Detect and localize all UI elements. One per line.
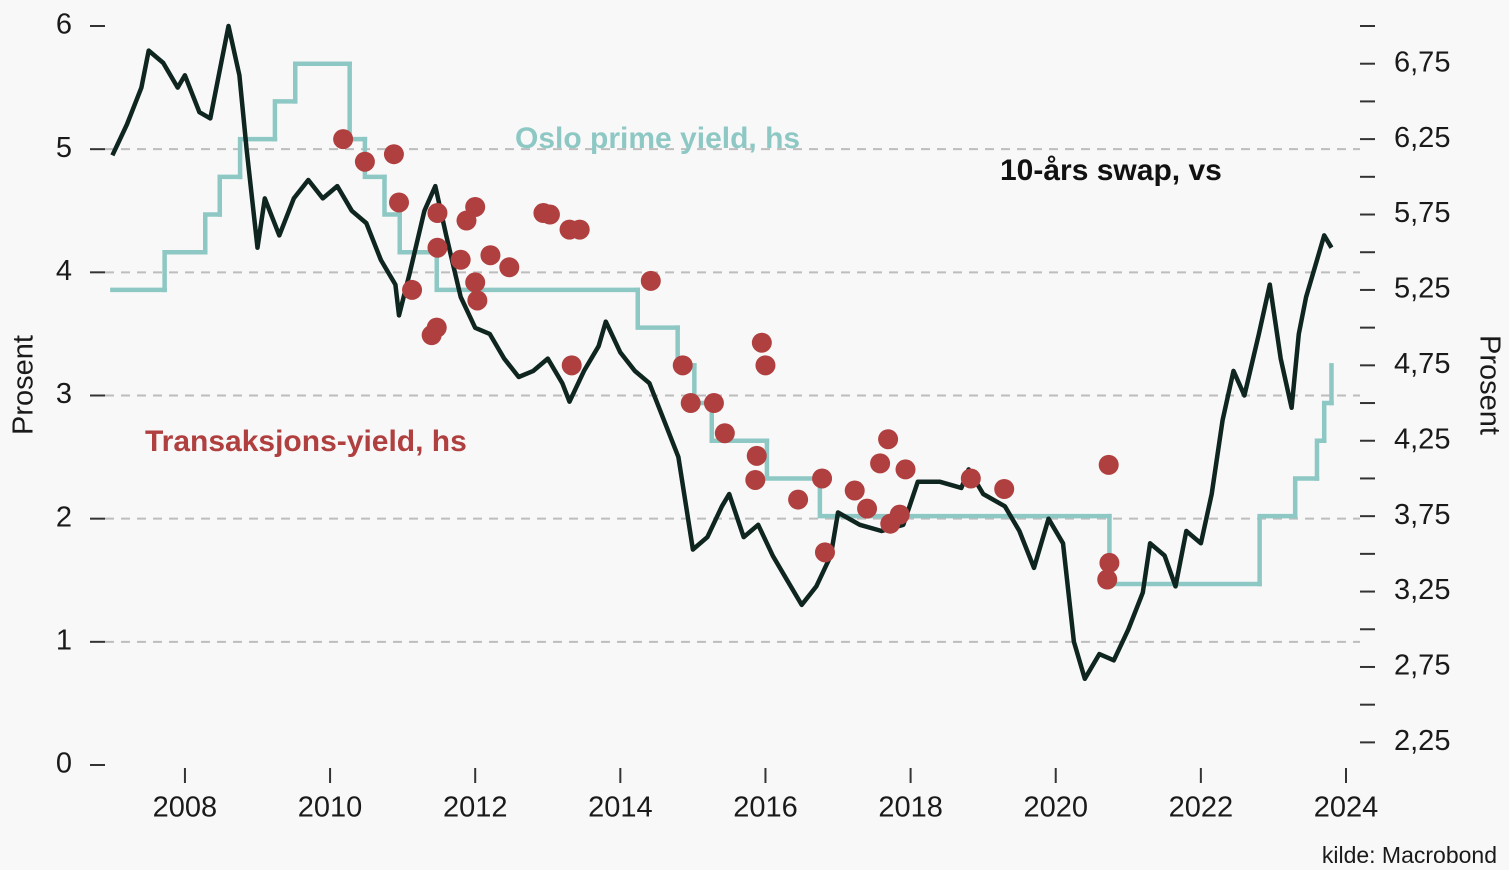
scatter-point xyxy=(499,257,520,278)
y-tick-label: 5 xyxy=(56,132,72,164)
swap-line xyxy=(110,23,1334,682)
scatter-point xyxy=(427,237,448,258)
scatter-point xyxy=(895,459,916,480)
step-segment xyxy=(1321,400,1334,443)
source: kilde: Macrobond xyxy=(1322,842,1497,868)
step-segment xyxy=(635,287,680,330)
scatter-point xyxy=(844,480,865,501)
scatter-point xyxy=(333,129,354,150)
y2-tick-label: 5,25 xyxy=(1394,273,1450,305)
scatter-point xyxy=(569,219,590,240)
step-segment xyxy=(382,174,402,217)
x-tick-label: 2014 xyxy=(588,792,653,824)
scatter-point xyxy=(870,453,891,474)
step-segment xyxy=(764,438,823,481)
step-segment xyxy=(217,174,243,217)
scatter-point xyxy=(383,144,404,165)
scatter-point xyxy=(539,204,560,225)
y-tick-label: 3 xyxy=(56,378,72,410)
scatter-point xyxy=(465,196,486,217)
y2-tick-label: 4,75 xyxy=(1394,348,1450,380)
step-segment xyxy=(203,212,223,255)
scatter-point xyxy=(465,272,486,293)
scatter-point xyxy=(354,151,375,172)
scatter-point xyxy=(755,355,776,376)
scatter-point xyxy=(1099,552,1120,573)
scatter-point xyxy=(703,393,724,414)
scatter-point xyxy=(889,504,910,525)
scatter-point xyxy=(402,279,423,300)
y-tick-label: 0 xyxy=(56,748,72,780)
scatter-point xyxy=(427,203,448,224)
scatter-point xyxy=(467,290,488,311)
x-tick-label: 2020 xyxy=(1023,792,1088,824)
scatter-point xyxy=(480,245,501,266)
y2-tick-label: 6,75 xyxy=(1394,46,1450,78)
x-tick-label: 2018 xyxy=(878,792,943,824)
step-segment xyxy=(1314,438,1327,481)
scatter-point xyxy=(746,445,767,466)
step-segment xyxy=(347,61,368,142)
scatter-point xyxy=(814,542,835,563)
x-tick-label: 2022 xyxy=(1169,792,1234,824)
step-segment xyxy=(272,99,298,142)
scatter-point xyxy=(426,317,447,338)
scatter-point xyxy=(878,429,899,450)
scatter-point xyxy=(680,393,701,414)
scatter-point xyxy=(561,355,582,376)
y2-tick-label: 2,25 xyxy=(1394,725,1450,757)
scatter-point xyxy=(389,192,410,213)
step-segment xyxy=(1257,513,1298,587)
y2-tick-label: 4,25 xyxy=(1394,423,1450,455)
y-tick-label: 6 xyxy=(56,9,72,41)
scatter-point xyxy=(857,498,878,519)
series-label: Oslo prime yield, hs xyxy=(515,122,800,155)
step-segment xyxy=(434,249,640,293)
y2-tick-label: 3,75 xyxy=(1394,499,1450,531)
step-segment xyxy=(397,212,439,255)
scatter-point xyxy=(751,332,772,353)
x-tick-label: 2010 xyxy=(298,792,363,824)
scatter-point xyxy=(745,469,766,490)
series-label: 10-års swap, vs xyxy=(1000,154,1222,187)
step-segment xyxy=(362,136,387,180)
y2-axis-label: Prosent xyxy=(1473,335,1505,435)
scatter-point xyxy=(812,468,833,489)
y2-tick-label: 5,75 xyxy=(1394,197,1450,229)
x-tick-label: 2016 xyxy=(733,792,798,824)
scatter-point xyxy=(640,270,661,291)
x-tick-label: 2012 xyxy=(443,792,508,824)
y-tick-label: 1 xyxy=(56,624,72,656)
x-tick-label: 2008 xyxy=(153,792,218,824)
scatter-point xyxy=(450,249,471,270)
scatter-point xyxy=(788,489,809,510)
x-tick-label: 2024 xyxy=(1314,792,1379,824)
y-tick-label: 4 xyxy=(56,255,72,287)
scatter-point xyxy=(994,479,1015,500)
scatter-point xyxy=(1097,569,1118,590)
step-segment xyxy=(292,61,352,104)
series-label: Transaksjons-yield, hs xyxy=(145,425,467,458)
scatter-point xyxy=(714,423,735,444)
y2-tick-label: 2,75 xyxy=(1394,650,1450,682)
step-segment xyxy=(1292,476,1320,519)
y-axis-label: Prosent xyxy=(8,335,40,435)
scatter-point xyxy=(672,355,693,376)
scatter-point xyxy=(1098,454,1119,475)
y2-tick-label: 6,25 xyxy=(1394,122,1450,154)
step-segment xyxy=(162,249,208,293)
y2-tick-label: 3,25 xyxy=(1394,574,1450,606)
scatter-point xyxy=(960,468,981,489)
step-segment xyxy=(237,136,278,180)
step-segment xyxy=(709,400,770,443)
y-tick-label: 2 xyxy=(56,501,72,533)
